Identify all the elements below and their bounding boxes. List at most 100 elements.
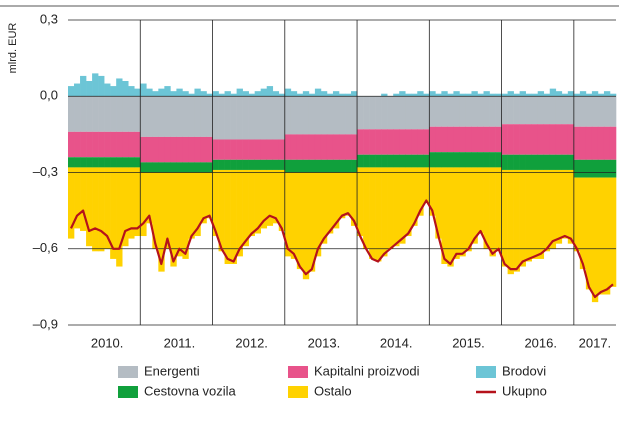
bar-segment: [110, 86, 117, 97]
bar-segment: [603, 159, 611, 178]
bar-segment: [429, 152, 436, 168]
bar-segment: [459, 126, 466, 153]
bar-segment: [212, 169, 219, 237]
bar-segment: [188, 162, 195, 173]
bar-segment: [224, 139, 231, 160]
bar-segment: [338, 159, 346, 173]
bar-segment: [194, 172, 201, 237]
legend-label: Ukupno: [502, 383, 547, 398]
bar-segment: [345, 134, 352, 160]
bar-segment: [561, 93, 569, 97]
bar-segment: [242, 169, 249, 247]
legend-swatch: [118, 366, 138, 378]
bar-segment: [188, 136, 195, 163]
bar-segment: [242, 159, 249, 170]
bar-segment: [363, 167, 370, 249]
bar-segment: [351, 134, 358, 160]
bar-segment: [92, 157, 99, 168]
bar-segment: [266, 139, 274, 160]
bar-segment: [423, 154, 430, 168]
bar-segment: [332, 172, 340, 229]
bar-segment: [603, 177, 611, 295]
bar-segment: [435, 152, 442, 168]
bar-segment: [597, 96, 605, 127]
bar-segment: [561, 96, 569, 125]
bar-segment: [531, 154, 539, 170]
x-tick-label: 2011.: [164, 335, 196, 350]
bar-segment: [284, 159, 292, 173]
bar-segment: [591, 159, 599, 178]
bar-segment: [116, 96, 123, 132]
bar-segment: [146, 88, 153, 97]
bar-segment: [369, 154, 376, 168]
legend-swatch: [288, 386, 308, 398]
bar-segment: [68, 167, 75, 239]
bar-segment: [531, 124, 539, 155]
bar-segment: [525, 96, 532, 125]
bar-segment: [381, 167, 388, 257]
bar-segment: [266, 159, 274, 170]
bar-segment: [387, 96, 394, 130]
bar-segment: [363, 154, 370, 168]
bar-segment: [579, 126, 587, 160]
bar-segment: [290, 134, 298, 160]
bar-segment: [272, 91, 280, 97]
bar-segment: [597, 159, 605, 178]
bar-segment: [296, 93, 304, 97]
y-tick-label: 0,3: [40, 11, 58, 26]
bar-segment: [483, 167, 490, 249]
bar-segment: [387, 154, 394, 168]
legend-label: Cestovna vozila: [144, 383, 237, 398]
bar-segment: [495, 126, 502, 153]
bar-segment: [495, 93, 502, 97]
bar-segment: [116, 167, 123, 267]
bar-segment: [345, 159, 352, 173]
bar-segment: [164, 162, 171, 173]
bar-segment: [242, 139, 249, 160]
bar-segment: [278, 96, 286, 140]
bar-segment: [266, 86, 274, 97]
bar-segment: [248, 93, 255, 97]
bar-segment: [206, 96, 213, 137]
bar-segment: [68, 157, 75, 168]
bar-segment: [212, 91, 219, 97]
bar-segment: [98, 167, 105, 252]
bar-segment: [489, 167, 496, 257]
bar-segment: [146, 172, 153, 224]
bar-segment: [86, 131, 93, 158]
bar-segment: [170, 162, 177, 173]
legend-label: Brodovi: [502, 363, 546, 378]
bar-segment: [393, 93, 400, 97]
bar-segment: [477, 152, 484, 168]
bar-segment: [447, 93, 454, 97]
bar-segment: [314, 159, 322, 173]
bar-segment: [549, 88, 557, 97]
bar-segment: [453, 126, 460, 153]
bar-segment: [423, 167, 430, 203]
bar-segment: [176, 96, 183, 137]
bar-segment: [128, 167, 135, 239]
bar-segment: [393, 167, 400, 247]
bar-segment: [453, 96, 460, 127]
bar-segment: [609, 93, 617, 97]
bar-segment: [519, 154, 526, 170]
bar-segment: [585, 126, 593, 160]
bar-segment: [585, 177, 593, 290]
bar-segment: [338, 134, 346, 160]
bar-segment: [573, 159, 581, 178]
bar-segment: [158, 172, 165, 272]
bar-segment: [501, 124, 508, 155]
bar-segment: [405, 129, 412, 155]
bar-segment: [525, 124, 532, 155]
bar-segment: [543, 154, 551, 170]
bar-segment: [369, 129, 376, 155]
bar-segment: [176, 172, 183, 257]
bar-segment: [170, 96, 177, 137]
x-tick-label: 2013.: [308, 335, 341, 350]
bar-segment: [411, 167, 418, 226]
bar-segment: [459, 93, 466, 97]
bar-segment: [68, 86, 75, 97]
bar-segment: [381, 129, 388, 155]
bar-segment: [555, 96, 563, 125]
bar-segment: [290, 172, 298, 259]
